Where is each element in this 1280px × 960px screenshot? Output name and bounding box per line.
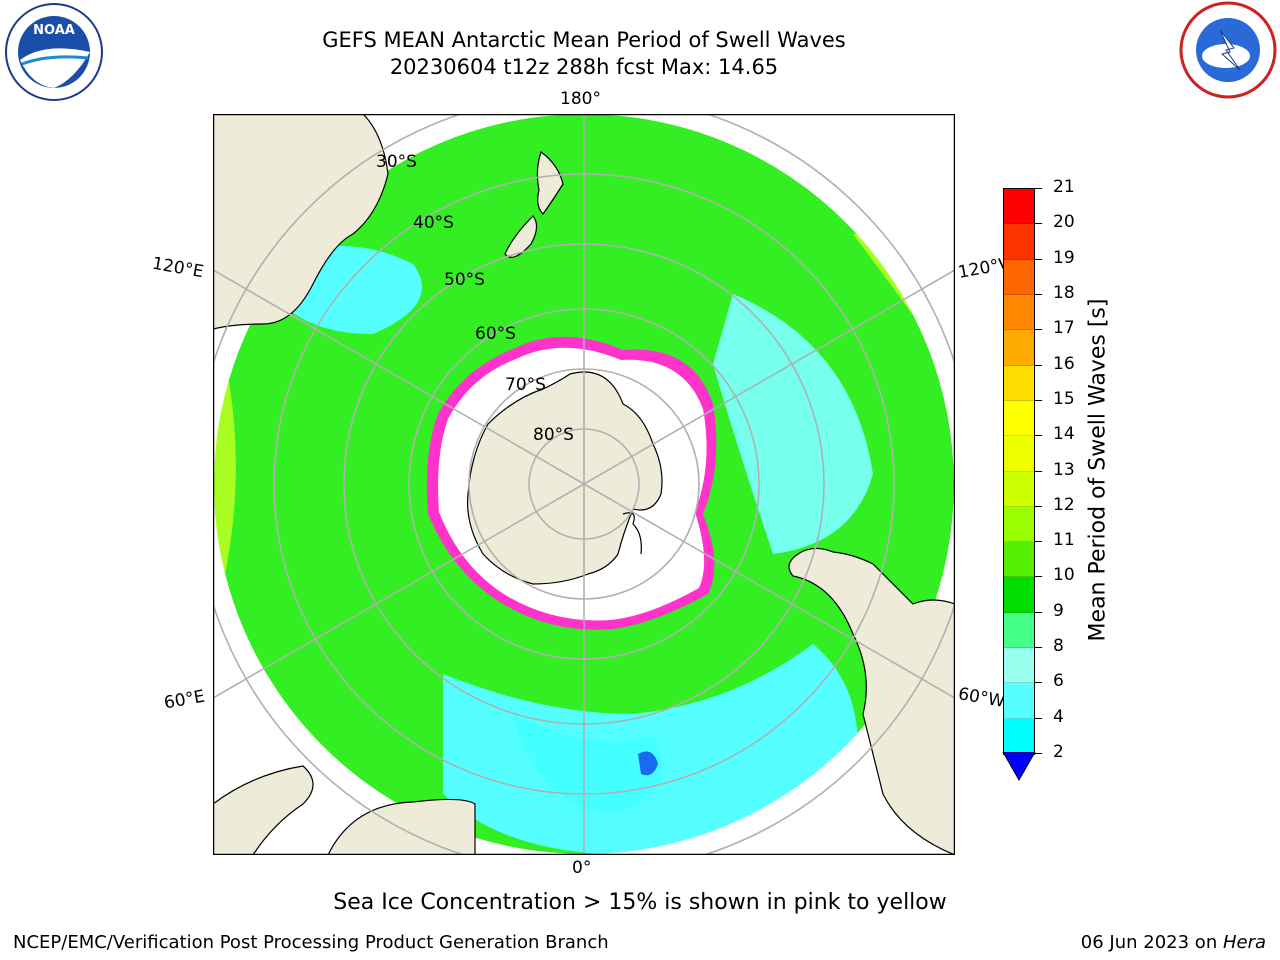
lon-label-120e: 120°E <box>150 253 206 283</box>
colorbar-segment <box>1004 330 1034 366</box>
colorbar-tick-label: 8 <box>1053 636 1064 657</box>
colorbar-tick-label: 21 <box>1053 177 1075 197</box>
noaa-logo-text: NOAA <box>33 23 75 38</box>
colorbar-segment <box>1004 542 1034 578</box>
colorbar-tick-mark <box>1034 541 1042 543</box>
colorbar-segment <box>1004 471 1034 507</box>
colorbar-tick-label: 20 <box>1053 212 1075 233</box>
colorbar-tick-mark <box>1034 470 1042 472</box>
lat-label-70s: 70°S <box>505 375 546 395</box>
title-line-2: 20230604 t12z 288h fcst Max: 14.65 <box>389 55 779 79</box>
colorbar-tick-mark <box>1034 293 1042 295</box>
colorbar-segment <box>1004 224 1034 260</box>
lat-label-40s: 40°S <box>413 213 454 233</box>
colorbar-segment <box>1004 683 1034 719</box>
colorbar-tick-mark <box>1034 329 1042 331</box>
colorbar-tick-mark <box>1034 435 1042 437</box>
colorbar-tick-mark <box>1034 364 1042 366</box>
new-zealand <box>536 151 564 215</box>
australia <box>213 114 389 330</box>
lat-label-30s: 30°S <box>376 152 417 172</box>
colorbar-segment <box>1004 400 1034 437</box>
colorbar-tick-mark <box>1034 647 1042 649</box>
colorbar-tick-mark <box>1034 258 1042 260</box>
colorbar-segment <box>1004 612 1034 649</box>
title-line-1: GEFS MEAN Antarctic Mean Period of Swell… <box>322 28 846 52</box>
colorbar-segment <box>1004 189 1034 225</box>
lon-label-60e: 60°E <box>162 686 207 714</box>
colorbar-segment <box>1004 577 1034 613</box>
colorbar-tick-label: 6 <box>1053 671 1064 692</box>
footer-branch: NCEP/EMC/Verification Post Processing Pr… <box>13 932 609 953</box>
colorbar-tick-label: 17 <box>1053 318 1075 339</box>
colorbar-segment <box>1004 506 1034 543</box>
colorbar-tick-label: 10 <box>1053 565 1075 586</box>
colorbar-tick-label: 14 <box>1053 424 1075 445</box>
footer-date-text: 06 Jun 2023 on <box>1080 932 1223 953</box>
colorbar-segment <box>1004 259 1034 295</box>
colorbar-tick-label: 13 <box>1053 459 1075 480</box>
lat-label-50s: 50°S <box>444 270 485 290</box>
lat-label-80s: 80°S <box>533 425 574 445</box>
colorbar-tick-label: 12 <box>1053 494 1075 515</box>
polar-map <box>213 114 955 855</box>
colorbar-tick-label: 15 <box>1053 388 1075 409</box>
colorbar-tick-mark <box>1034 753 1042 754</box>
lon-label-180: 180° <box>560 89 601 109</box>
lon-label-60w: 60°W <box>956 684 1007 712</box>
colorbar-tick-mark <box>1034 223 1042 225</box>
colorbar-tick-mark <box>1034 576 1042 578</box>
colorbar <box>1003 188 1035 755</box>
colorbar-tick-label: 16 <box>1053 353 1075 374</box>
colorbar-label: Mean Period of Swell Waves [s] <box>1085 298 1111 642</box>
graticule <box>213 114 955 855</box>
colorbar-segment <box>1004 718 1034 754</box>
lon-label-0: 0° <box>572 858 592 878</box>
map-frame <box>213 114 955 855</box>
colorbar-tick-label: 9 <box>1053 600 1064 621</box>
lat-label-60s: 60°S <box>475 324 516 344</box>
colorbar-segment <box>1004 294 1034 331</box>
sea-ice-caption: Sea Ice Concentration > 15% is shown in … <box>333 890 947 915</box>
colorbar-extend-arrow <box>1002 752 1036 782</box>
colorbar-tick-label: 11 <box>1053 530 1075 551</box>
nws-logo <box>1179 1 1277 99</box>
colorbar-segment <box>1004 436 1034 472</box>
colorbar-tick-mark <box>1034 188 1042 189</box>
colorbar-tick-mark <box>1034 717 1042 719</box>
footer-date: 06 Jun 2023 on Hera <box>1081 932 1266 953</box>
colorbar-segment <box>1004 648 1034 684</box>
africa <box>213 765 314 855</box>
colorbar-tick-label: 2 <box>1053 742 1064 762</box>
colorbar-tick-mark <box>1034 505 1042 507</box>
colorbar-tick-mark <box>1034 611 1042 613</box>
south-america <box>788 547 955 855</box>
colorbar-tick-label: 4 <box>1053 706 1064 727</box>
colorbar-tick-mark <box>1034 682 1042 684</box>
colorbar-tick-label: 19 <box>1053 247 1075 268</box>
colorbar-tick-label: 18 <box>1053 282 1075 303</box>
colorbar-segment <box>1004 365 1034 401</box>
colorbar-tick-mark <box>1034 399 1042 401</box>
noaa-logo: NOAA <box>5 3 103 101</box>
footer-machine: Hera <box>1222 932 1266 953</box>
